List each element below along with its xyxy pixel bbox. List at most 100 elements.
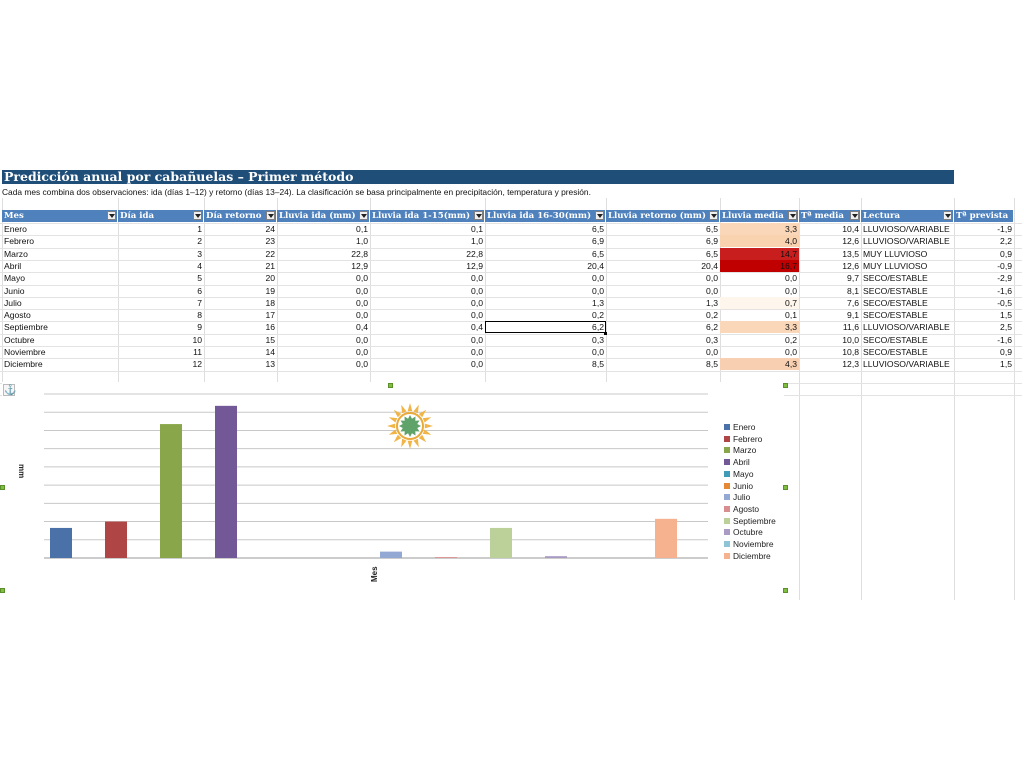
cell-lluvia-ida[interactable]: 0,0 [356, 285, 368, 296]
cell-dia-retorno[interactable]: 17 [265, 310, 275, 321]
cell-mes[interactable]: Febrero [4, 236, 35, 247]
cell-dia-ida[interactable]: 1 [197, 224, 202, 234]
cell-lluvia-ida-16-30[interactable]: 6,5 [592, 248, 604, 259]
cell-dia-ida[interactable]: 7 [197, 297, 202, 308]
cell-lluvia-retorno[interactable]: 0,0 [706, 347, 718, 357]
cell-mes[interactable]: Noviembre [4, 347, 46, 357]
cell-t-prevista[interactable]: 0,9 [1000, 248, 1012, 259]
cell-mes[interactable]: Enero [4, 224, 27, 234]
cell-lectura[interactable]: SECO/ESTABLE [863, 285, 928, 296]
cell-lluvia-ida-1-15[interactable]: 1,0 [471, 236, 483, 247]
cell-dia-retorno[interactable]: 13 [265, 359, 275, 370]
cell-lluvia-retorno[interactable]: 0,0 [706, 273, 718, 284]
cell-lluvia-ida-1-15[interactable]: 0,0 [471, 310, 483, 321]
cell-lluvia-ida-16-30[interactable]: 0,0 [592, 347, 604, 357]
cell-lluvia-media[interactable]: 0,1 [785, 310, 797, 321]
column-header-lluvia-retorno[interactable]: Lluvia retorno (mm) [606, 210, 720, 222]
cell-lectura[interactable]: LLUVIOSO/VARIABLE [863, 359, 950, 370]
column-header-dia-ida[interactable]: Día ida [118, 210, 204, 222]
cell-t-media[interactable]: 10,8 [842, 347, 859, 357]
cell-dia-retorno[interactable]: 23 [265, 236, 275, 247]
cell-mes[interactable]: Agosto [4, 310, 31, 321]
cell-mes[interactable]: Octubre [4, 334, 35, 345]
cell-lluvia-media[interactable]: 3,3 [720, 223, 799, 235]
cell-t-media[interactable]: 8,1 [847, 285, 859, 296]
cell-lluvia-retorno[interactable]: 1,3 [706, 297, 718, 308]
bar-febrero[interactable] [105, 521, 127, 558]
cell-dia-retorno[interactable]: 14 [265, 347, 275, 357]
column-header-dia-retorno[interactable]: Día retorno [204, 210, 277, 222]
filter-dropdown-icon[interactable] [788, 211, 797, 220]
cell-lluvia-ida-1-15[interactable]: 0,4 [471, 322, 483, 333]
cell-lectura[interactable]: SECO/ESTABLE [863, 334, 928, 345]
cell-lluvia-ida-1-15[interactable]: 0,0 [471, 347, 483, 357]
cell-lluvia-ida[interactable]: 0,0 [356, 359, 368, 370]
chart-resize-handle[interactable] [0, 588, 5, 593]
chart-resize-handle[interactable] [0, 485, 5, 490]
cell-lluvia-retorno[interactable]: 8,5 [706, 359, 718, 370]
cell-dia-retorno[interactable]: 21 [265, 260, 275, 271]
cell-t-media[interactable]: 12,6 [842, 260, 859, 271]
cell-lluvia-media[interactable]: 16,7 [720, 259, 799, 272]
legend-item[interactable]: Marzo [724, 445, 756, 455]
cell-t-prevista[interactable]: -1,6 [997, 334, 1012, 345]
bar-agosto[interactable] [435, 557, 457, 558]
cell-mes[interactable]: Junio [4, 285, 25, 296]
cell-dia-ida[interactable]: 8 [197, 310, 202, 321]
legend-item[interactable]: Noviembre [724, 539, 774, 549]
filter-dropdown-icon[interactable] [709, 211, 718, 220]
legend-item[interactable]: Agosto [724, 504, 759, 514]
bar-abril[interactable] [215, 405, 237, 558]
cell-lectura[interactable]: LLUVIOSO/VARIABLE [863, 236, 950, 247]
cell-dia-retorno[interactable]: 16 [265, 322, 275, 333]
anchor-icon[interactable]: ⚓ [3, 384, 17, 396]
cell-lluvia-ida-16-30[interactable]: 8,5 [592, 359, 604, 370]
filter-dropdown-icon[interactable] [595, 211, 604, 220]
cell-lluvia-ida-16-30[interactable]: 6,5 [592, 224, 604, 234]
filter-dropdown-icon[interactable] [107, 211, 116, 220]
chart-resize-handle[interactable] [783, 485, 788, 490]
cell-t-prevista[interactable]: -1,6 [997, 285, 1012, 296]
filter-dropdown-icon[interactable] [359, 211, 368, 220]
cell-lluvia-media[interactable]: 0,0 [785, 347, 797, 357]
cell-dia-retorno[interactable]: 18 [265, 297, 275, 308]
cell-lluvia-ida-16-30[interactable]: 0,3 [592, 334, 604, 345]
cell-t-media[interactable]: 12,6 [842, 236, 859, 247]
cell-lluvia-ida[interactable]: 0,1 [356, 224, 368, 234]
cell-lluvia-ida-16-30[interactable]: 1,3 [592, 297, 604, 308]
cell-dia-retorno[interactable]: 19 [265, 285, 275, 296]
column-header-t-prevista[interactable]: Tª prevista [954, 210, 1014, 222]
chart-resize-handle[interactable] [783, 383, 788, 388]
cell-lluvia-retorno[interactable]: 20,4 [701, 260, 718, 271]
cell-t-media[interactable]: 10,0 [842, 334, 859, 345]
legend-item[interactable]: Julio [724, 492, 750, 502]
legend-item[interactable]: Febrero [724, 434, 762, 444]
cell-lectura[interactable]: MUY LLUVIOSO [863, 260, 928, 271]
cell-lectura[interactable]: MUY LLUVIOSO [863, 248, 928, 259]
cell-dia-retorno[interactable]: 20 [265, 273, 275, 284]
cell-mes[interactable]: Abril [4, 260, 22, 271]
cell-lluvia-ida-1-15[interactable]: 0,1 [471, 224, 483, 234]
cell-t-prevista[interactable]: 1,5 [1000, 310, 1012, 321]
cell-mes[interactable]: Julio [4, 297, 22, 308]
cell-lluvia-retorno[interactable]: 0,2 [706, 310, 718, 321]
cell-t-media[interactable]: 9,1 [847, 310, 859, 321]
cell-lluvia-ida-16-30[interactable]: 0,2 [592, 310, 604, 321]
cell-dia-ida[interactable]: 2 [197, 236, 202, 247]
selection-fill-handle[interactable] [604, 331, 607, 335]
legend-item[interactable]: Octubre [724, 527, 763, 537]
cell-mes[interactable]: Mayo [4, 273, 26, 284]
legend-item[interactable]: Septiembre [724, 516, 776, 526]
cell-dia-ida[interactable]: 10 [192, 334, 202, 345]
cell-lluvia-ida[interactable]: 1,0 [356, 236, 368, 247]
cell-lluvia-ida[interactable]: 22,8 [351, 248, 368, 259]
legend-item[interactable]: Junio [724, 481, 753, 491]
cell-lectura[interactable]: SECO/ESTABLE [863, 273, 928, 284]
cell-lluvia-media[interactable]: 4,3 [720, 358, 799, 371]
filter-dropdown-icon[interactable] [850, 211, 859, 220]
cell-lluvia-ida[interactable]: 0,0 [356, 273, 368, 284]
cell-t-media[interactable]: 11,6 [842, 322, 859, 333]
legend-item[interactable]: Mayo [724, 469, 753, 479]
column-header-lluvia-ida-1-15[interactable]: Lluvia ida 1-15(mm) [370, 210, 485, 222]
bar-julio[interactable] [380, 551, 402, 558]
